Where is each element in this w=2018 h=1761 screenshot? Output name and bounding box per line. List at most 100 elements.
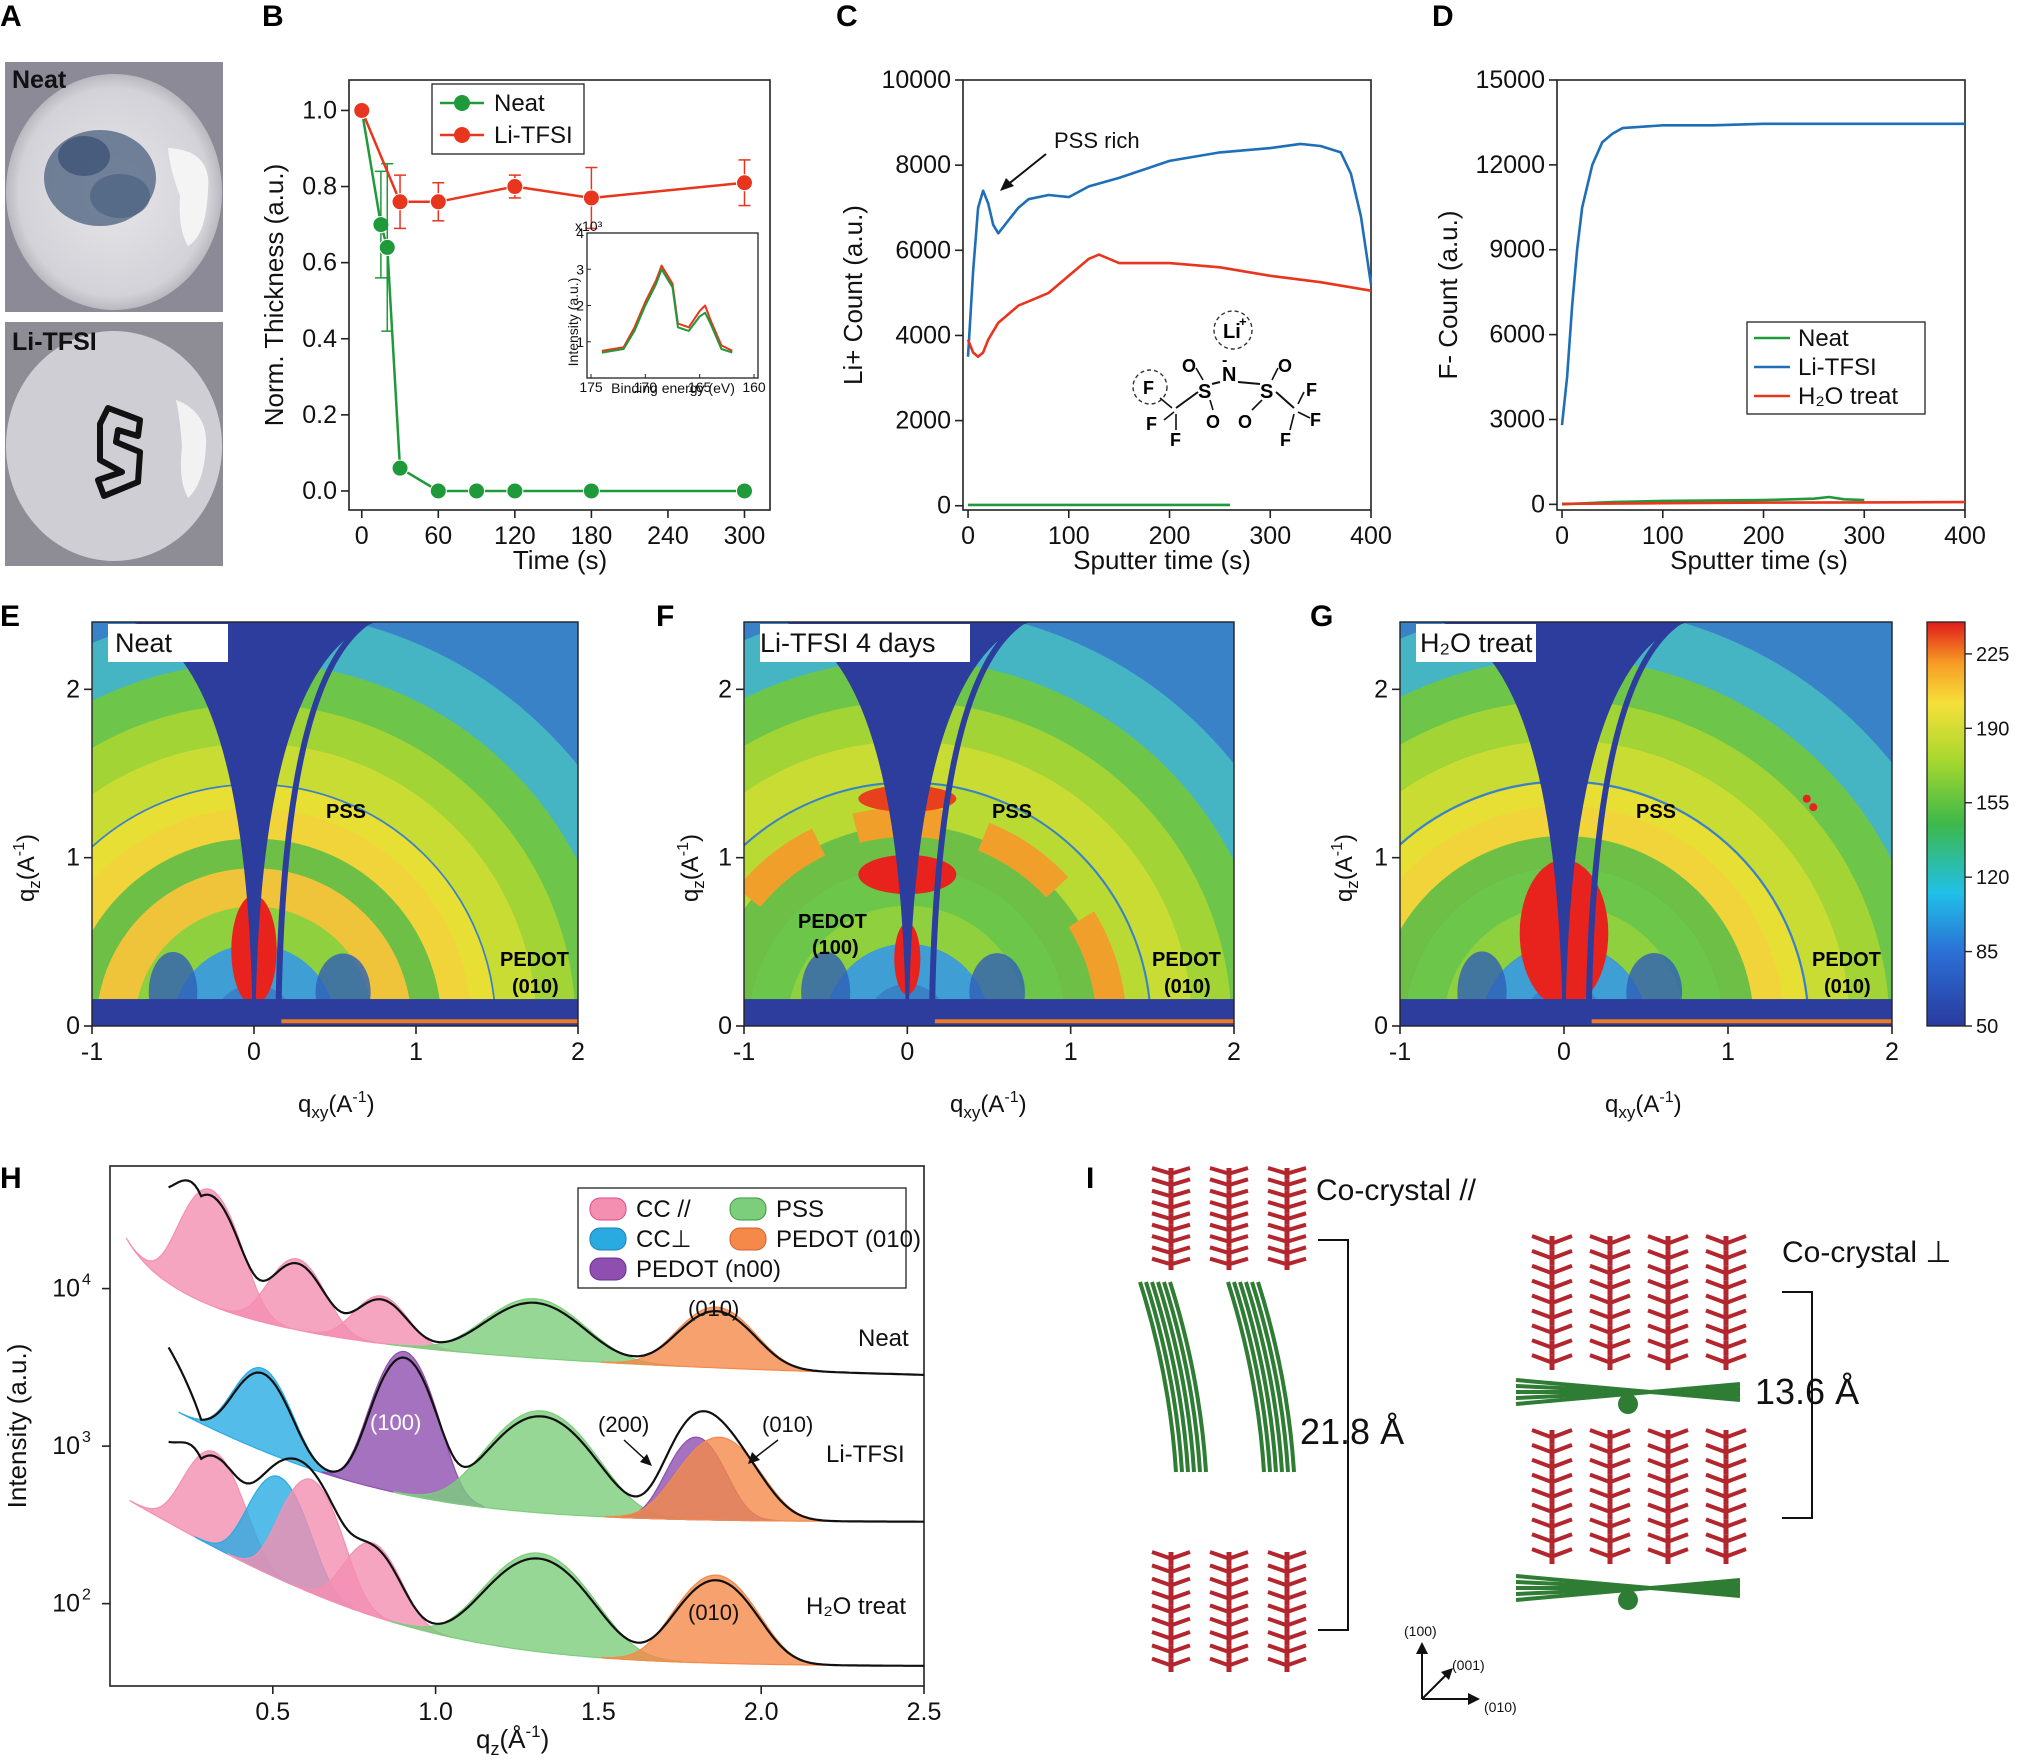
plot-area-d <box>1560 122 1966 506</box>
tfsi-molecule-diagram: Li + N - S S O O O O F F F F <box>1132 310 1321 450</box>
axis-ticks-d: 0 100 200 300 400 0 3000 6000 9000 12000 15000 <box>1475 66 1985 550</box>
panel-label-g: G <box>1310 600 1333 633</box>
inset-y-label: Intensity (a.u.) <box>565 278 581 367</box>
y-axis-label-c: Li+ Count (a.u.) <box>838 205 868 385</box>
inset-x-tick-label: 165 <box>688 379 712 395</box>
pedot-010-streak <box>1588 1019 1892 1024</box>
pedot-stack-right-top <box>1531 1234 1573 1370</box>
x-tick-label: 200 <box>1743 522 1785 550</box>
plot-area-c <box>966 142 1373 507</box>
map-y-tick-label: 2 <box>718 675 732 703</box>
map-x-tick-label: 1 <box>1721 1038 1735 1066</box>
detector-gap <box>928 622 1024 1026</box>
map-x-tick-label: 2 <box>571 1038 585 1066</box>
legend-h: CC // PSS CC⊥ PEDOT (010) PEDOT (n00) <box>577 1187 921 1289</box>
plot-frame-b <box>348 79 771 511</box>
y-tick-label: 0.0 <box>302 477 337 505</box>
y-axis-label-g: qz(A-1) <box>1329 834 1362 902</box>
inset-x-tick-label: 175 <box>579 379 603 395</box>
pss-chain <box>1250 1281 1290 1473</box>
pss-layer-right-2 <box>1515 1574 1741 1610</box>
panel-label-a: A <box>0 0 22 33</box>
y-tick-label: 0.8 <box>302 173 337 201</box>
y-axis-label-d: F- Count (a.u.) <box>1433 210 1463 379</box>
legend-b: Neat Li-TFSI <box>431 83 585 155</box>
x-axis-label-g: qxy(A-1) <box>1605 1089 1682 1122</box>
label-pedot-g: PEDOT <box>1812 949 1881 971</box>
svg-text:O: O <box>1238 412 1252 432</box>
label-pss-g: PSS <box>1636 801 1676 823</box>
y-tick-label: 6000 <box>1489 321 1545 349</box>
peak-label-010-litfsi: (010) <box>762 1412 813 1437</box>
map-x-tick-label: 0 <box>1557 1038 1571 1066</box>
y-tick-label: 10 <box>52 1432 80 1460</box>
map-title-box <box>1416 624 1536 662</box>
x-tick-label: 400 <box>1944 522 1986 550</box>
svg-text:F: F <box>1146 414 1157 434</box>
atom-s-left: S <box>1198 381 1211 403</box>
reflection-litfsi <box>176 400 207 498</box>
inset-y-tick-label: 3 <box>576 261 584 277</box>
x-tick-label: 0 <box>961 522 975 550</box>
pedot-010-streak <box>931 1019 1234 1024</box>
y-axis-label-f: qz(A-1) <box>675 834 708 902</box>
y-tick-label: 0.6 <box>302 249 337 277</box>
svg-text:F: F <box>1170 430 1181 450</box>
x-tick-label: 300 <box>1249 522 1291 550</box>
inset-x-tick-label: 160 <box>742 379 766 395</box>
panel-a: A Neat Li-TFSI <box>0 0 223 566</box>
map-image <box>744 622 1234 1026</box>
label-pedot-f: PEDOT <box>1152 949 1221 971</box>
axis-ticks-b: 0 60 120 180 240 300 0.0 0.2 0.4 0.6 0.8 1.0 <box>302 96 765 550</box>
map-y-tick-label: 0 <box>66 1012 80 1040</box>
crystal-axes: (100) (001) (010) <box>1404 1623 1517 1715</box>
panel-label-f: F <box>656 600 674 633</box>
map-y-tick-label: 0 <box>1374 1012 1388 1040</box>
data-point-neat <box>582 482 600 500</box>
svg-text:F: F <box>1310 410 1321 430</box>
pedot-stack-top <box>1151 1166 1191 1270</box>
x-axis-label-c: Sputter time (s) <box>1073 545 1251 575</box>
x-tick-label: 60 <box>424 522 452 550</box>
pedot-stack-bottom <box>1151 1550 1191 1672</box>
map-title-neat: Neat <box>115 628 173 658</box>
x-tick-label: 0.5 <box>255 1698 290 1726</box>
reflection-neat <box>168 148 209 246</box>
pedot-stack-top <box>1209 1166 1249 1270</box>
legend-label-neat-d: Neat <box>1798 325 1849 352</box>
svg-text:F: F <box>1143 378 1154 398</box>
plot-frame-d <box>1556 79 1966 511</box>
y-tick-label: 2000 <box>895 407 951 435</box>
y-tick-label: 10000 <box>881 66 951 94</box>
spacing-bracket-left <box>1318 1239 1349 1631</box>
data-point-neat <box>506 482 524 500</box>
plot-area-b <box>353 101 753 500</box>
colorbar-tick-label: 120 <box>1976 867 2009 889</box>
map-x-tick-label: 2 <box>1227 1038 1241 1066</box>
map-y-tick-label: 2 <box>1374 675 1388 703</box>
pss-chain <box>1144 1281 1184 1473</box>
li-circle <box>1213 310 1253 350</box>
y-axis-label-e: qz(A-1) <box>11 834 44 902</box>
x-tick-label: 0 <box>355 522 369 550</box>
x-tick-label: 1.5 <box>581 1698 616 1726</box>
structure-models <box>1138 1166 1747 1672</box>
label-pedot-e: PEDOT <box>500 949 569 971</box>
data-point-neat <box>391 459 409 477</box>
map-y-tick-label: 1 <box>1374 844 1388 872</box>
photo-neat: Neat <box>5 62 223 312</box>
spot <box>1802 794 1811 803</box>
pss-chain <box>1256 1281 1296 1473</box>
pss-chain <box>1150 1281 1190 1473</box>
legend-swatch-pedot-n00 <box>589 1257 627 1281</box>
photo-label-litfsi: Li-TFSI <box>12 328 97 356</box>
missing-wedge <box>132 622 376 1010</box>
pedot-stack-right-top <box>1705 1234 1747 1370</box>
y-tick-label: 10 <box>52 1590 80 1618</box>
peak-label-200: (200) <box>598 1412 649 1437</box>
colorbar-tick-label: 155 <box>1976 793 2009 815</box>
y-tick-label: 0 <box>1531 490 1545 518</box>
